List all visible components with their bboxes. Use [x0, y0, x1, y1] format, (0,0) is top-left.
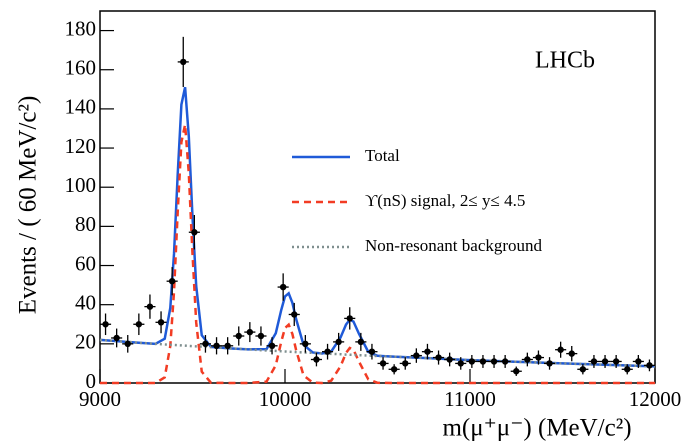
y-tick-label: 160	[65, 56, 97, 80]
data-point	[646, 362, 653, 369]
data-point	[357, 338, 365, 346]
fit-curve	[100, 124, 655, 385]
data-point	[146, 303, 154, 310]
x-tick-label: 9000	[79, 387, 121, 411]
data-point	[246, 328, 254, 336]
data-point	[479, 358, 487, 365]
data-point	[291, 311, 298, 318]
fit-curve	[99, 338, 656, 368]
data-point	[102, 321, 109, 328]
data-point	[279, 283, 287, 291]
data-point	[546, 360, 553, 367]
y-tick-label: 60	[75, 251, 96, 275]
data-point	[168, 277, 176, 285]
y-axis-label: Events / ( 60 MeV/c²)	[15, 96, 42, 315]
x-tick-label: 12000	[629, 387, 682, 411]
x-axis-label: m(μ⁺μ⁻) (MeV/c²)	[442, 415, 631, 442]
data-point	[124, 340, 131, 348]
data-point	[601, 358, 609, 365]
data-point	[302, 340, 309, 348]
data-point	[490, 358, 498, 365]
data-point	[268, 342, 276, 349]
data-point	[191, 229, 198, 236]
y-tick-label: 80	[75, 212, 96, 236]
x-tick-label: 11000	[444, 387, 496, 411]
data-point	[501, 358, 509, 365]
data-point	[568, 350, 575, 357]
data-point	[224, 342, 231, 349]
data-point	[624, 366, 631, 373]
data-point	[335, 338, 342, 346]
y-tick-label: 180	[65, 16, 97, 40]
data-point	[202, 340, 209, 348]
data-point	[313, 356, 320, 363]
data-point	[180, 58, 187, 66]
data-point	[435, 354, 442, 361]
data-point	[368, 348, 376, 355]
legend-label: Non-resonant background	[365, 236, 543, 255]
data-point	[135, 321, 143, 328]
data-point	[557, 346, 564, 353]
data-point	[346, 315, 353, 322]
data-point	[535, 354, 542, 361]
y-tick-label: 20	[75, 330, 96, 354]
data-point	[157, 319, 165, 326]
data-point	[590, 358, 598, 365]
data-point	[513, 368, 520, 375]
data-point	[390, 366, 398, 373]
data-point	[235, 332, 242, 340]
y-tick-label: 0	[86, 369, 97, 393]
data-point	[257, 332, 265, 340]
data-point	[446, 356, 453, 363]
y-tick-label: 40	[75, 290, 96, 314]
data-point	[635, 358, 642, 365]
data-point	[612, 358, 620, 365]
data-point	[424, 348, 431, 355]
data-point	[468, 358, 476, 365]
legend-label: ϒ(nS) signal, 2≤ y≤ 4.5	[365, 191, 525, 210]
data-point	[524, 356, 531, 363]
legend-label: Total	[365, 146, 400, 165]
experiment-label: LHCb	[535, 48, 595, 74]
y-tick-label: 100	[65, 173, 97, 197]
data-point	[324, 348, 331, 355]
data-point	[457, 360, 464, 367]
y-tick-label: 140	[65, 95, 97, 119]
data-point	[379, 360, 387, 367]
y-tick-label: 120	[65, 134, 97, 158]
data-point	[402, 360, 409, 367]
data-point	[579, 366, 587, 373]
x-tick-label: 10000	[259, 387, 312, 411]
data-point	[113, 334, 120, 342]
data-point	[213, 342, 220, 349]
data-point	[413, 352, 420, 359]
